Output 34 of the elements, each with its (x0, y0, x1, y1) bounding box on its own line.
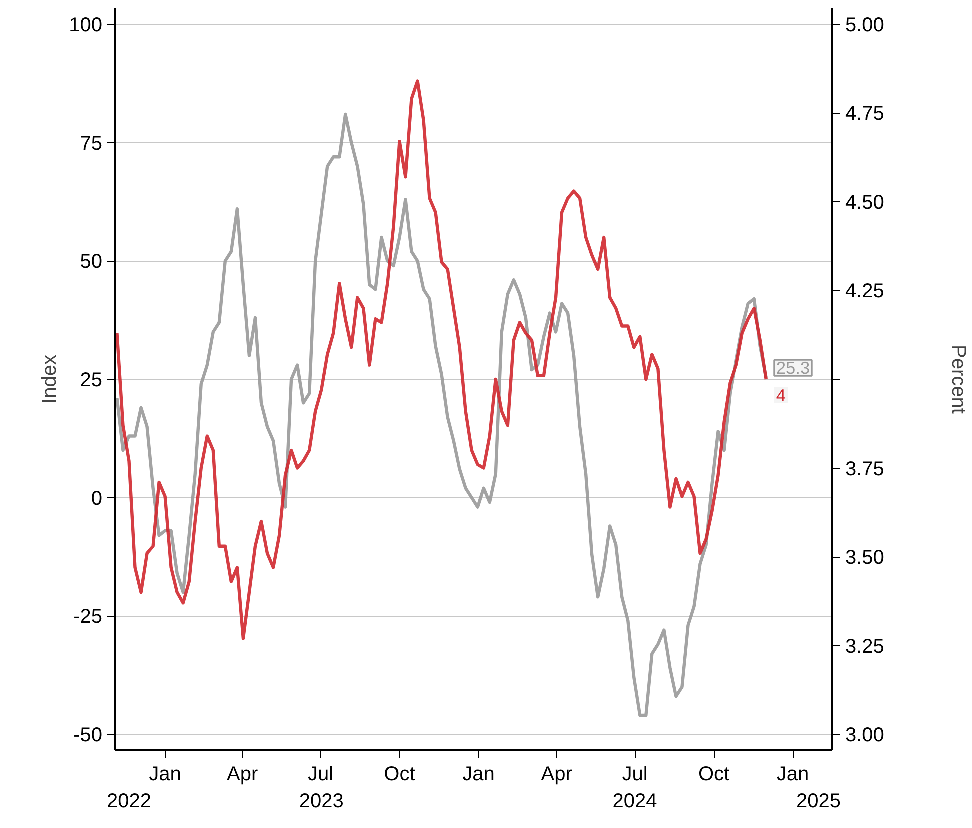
y-tick-label: 75 (80, 132, 103, 155)
x-tick-label: Apr (541, 764, 573, 786)
data-label: 25.3 (776, 358, 810, 378)
data-label: 4 (776, 386, 786, 406)
line-series (116, 80, 768, 640)
y-tick-label: -25 (74, 606, 102, 628)
line-series (116, 112, 768, 718)
x-tick-label: Jul (622, 764, 648, 786)
y2-tick-label: 4.75 (846, 103, 884, 126)
x-tick-label: Jan (776, 764, 810, 786)
y-tick-label: 50 (80, 251, 103, 274)
y2-tick-label: 4.50 (846, 192, 884, 214)
y2-tick-label: 3.75 (846, 458, 884, 480)
y-tick-label: -50 (74, 724, 102, 746)
x2-tick-label: 2024 (612, 790, 658, 812)
x2-tick-label: 2022 (106, 790, 152, 812)
y2-tick-label: 4.25 (846, 280, 884, 303)
x-tick-label: Oct (698, 764, 730, 786)
x-tick-label: Jan (462, 764, 495, 786)
y2-tick-label: 3.00 (846, 724, 884, 747)
x2-tick-label: 2025 (796, 790, 842, 812)
x-tick-label: Jul (308, 764, 334, 786)
x-tick-label: Jan (149, 764, 182, 786)
x2-tick-label: 2023 (299, 790, 344, 812)
y2-tick-label: 5.00 (846, 14, 884, 36)
y2-tick-label: 3.25 (846, 636, 884, 658)
y2-axis-title: Percent (947, 345, 970, 414)
x-tick-label: Oct (384, 764, 416, 786)
y2-tick-label: 3.50 (846, 547, 884, 570)
y-tick-label: 0 (91, 488, 102, 510)
y-axis-title: Index (39, 355, 62, 404)
y-tick-label: 25 (80, 370, 103, 392)
y-tick-label: 100 (69, 14, 103, 37)
x-tick-label: Apr (227, 764, 258, 786)
